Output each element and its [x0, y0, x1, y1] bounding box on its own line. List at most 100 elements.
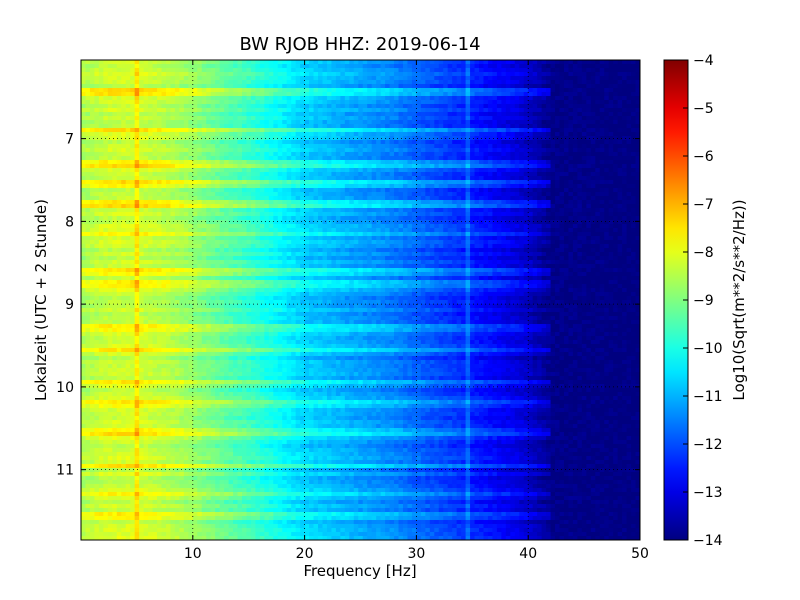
- heatmap-cell: [349, 176, 355, 181]
- heatmap-cell: [358, 68, 364, 73]
- heatmap-cell: [188, 104, 194, 109]
- heatmap-cell: [335, 196, 341, 201]
- heatmap-cell: [452, 196, 458, 201]
- heatmap-cell: [568, 64, 574, 69]
- heatmap-cell: [170, 160, 176, 165]
- heatmap-cell: [461, 80, 467, 85]
- heatmap-cell: [318, 104, 324, 109]
- heatmap-cell: [228, 132, 234, 137]
- heatmap-cell: [300, 60, 306, 65]
- heatmap-cell: [371, 136, 377, 141]
- heatmap-cell: [394, 184, 400, 189]
- heatmap-cell: [134, 216, 140, 221]
- heatmap-cell: [380, 140, 386, 145]
- heatmap-cell: [492, 148, 498, 153]
- heatmap-cell: [389, 104, 395, 109]
- heatmap-cell: [170, 180, 176, 185]
- heatmap-cell: [487, 204, 494, 209]
- heatmap-cell: [510, 204, 516, 209]
- heatmap-cell: [206, 208, 212, 213]
- heatmap-cell: [411, 212, 417, 217]
- heatmap-cell: [581, 172, 587, 177]
- heatmap-cell: [112, 168, 118, 173]
- heatmap-cell: [143, 80, 149, 85]
- heatmap-cell: [273, 76, 279, 81]
- heatmap-cell: [340, 212, 346, 217]
- heatmap-cell: [152, 192, 158, 197]
- heatmap-cell: [107, 64, 113, 69]
- heatmap-cell: [541, 152, 547, 157]
- heatmap-cell: [586, 76, 592, 81]
- heatmap-cell: [291, 144, 297, 149]
- heatmap-cell: [385, 76, 391, 81]
- heatmap-cell: [349, 180, 355, 185]
- heatmap-cell: [273, 176, 279, 181]
- heatmap-cell: [313, 208, 319, 213]
- heatmap-cell: [443, 148, 449, 153]
- heatmap-cell: [617, 88, 623, 93]
- heatmap-cell: [434, 192, 440, 197]
- heatmap-cell: [492, 104, 498, 109]
- heatmap-cell: [161, 128, 167, 133]
- heatmap-cell: [183, 112, 189, 117]
- heatmap-cell: [434, 140, 440, 145]
- heatmap-cell: [358, 180, 364, 185]
- heatmap-cell: [563, 136, 570, 141]
- heatmap-cell: [219, 80, 225, 85]
- heatmap-cell: [192, 208, 198, 213]
- heatmap-cell: [94, 200, 100, 205]
- heatmap-cell: [116, 100, 122, 105]
- heatmap-cell: [250, 172, 257, 177]
- heatmap-cell: [188, 136, 194, 141]
- heatmap-cell: [313, 128, 319, 133]
- heatmap-cell: [197, 84, 203, 89]
- heatmap-cell: [411, 200, 417, 205]
- heatmap-cell: [268, 84, 274, 89]
- heatmap-cell: [197, 104, 203, 109]
- heatmap-cell: [438, 208, 444, 213]
- heatmap-cell: [318, 132, 324, 137]
- heatmap-cell: [170, 184, 176, 189]
- heatmap-cell: [107, 144, 113, 149]
- heatmap-cell: [586, 80, 592, 85]
- heatmap-cell: [376, 84, 382, 89]
- heatmap-cell: [103, 88, 109, 93]
- heatmap-cell: [429, 180, 435, 185]
- heatmap-cell: [532, 200, 538, 205]
- heatmap-cell: [577, 92, 583, 97]
- heatmap-cell: [139, 180, 145, 185]
- heatmap-cell: [452, 184, 458, 189]
- heatmap-cell: [277, 168, 283, 173]
- heatmap-cell: [264, 64, 270, 69]
- heatmap-cell: [483, 136, 489, 141]
- heatmap-cell: [635, 176, 640, 181]
- heatmap-cell: [443, 88, 449, 93]
- heatmap-cell: [206, 192, 212, 197]
- heatmap-cell: [631, 156, 637, 161]
- heatmap-cell: [519, 108, 525, 113]
- heatmap-cell: [443, 96, 449, 101]
- heatmap-cell: [268, 188, 274, 193]
- heatmap-cell: [456, 120, 462, 125]
- heatmap-cell: [376, 140, 382, 145]
- heatmap-cell: [183, 64, 189, 69]
- heatmap-cell: [98, 160, 104, 165]
- heatmap-cell: [447, 96, 453, 101]
- heatmap-cell: [179, 212, 185, 217]
- heatmap-cell: [362, 172, 368, 177]
- heatmap-cell: [139, 80, 145, 85]
- heatmap-cell: [313, 96, 319, 101]
- heatmap-cell: [394, 208, 400, 213]
- heatmap-cell: [452, 64, 458, 69]
- heatmap-cell: [550, 208, 556, 213]
- heatmap-cell: [586, 176, 592, 181]
- heatmap-cell: [622, 200, 628, 205]
- heatmap-cell: [613, 144, 619, 149]
- heatmap-cell: [286, 112, 292, 117]
- heatmap-cell: [411, 192, 417, 197]
- heatmap-cell: [555, 92, 561, 97]
- heatmap-cell: [555, 124, 561, 129]
- heatmap-cell: [429, 216, 435, 221]
- heatmap-cell: [572, 68, 578, 73]
